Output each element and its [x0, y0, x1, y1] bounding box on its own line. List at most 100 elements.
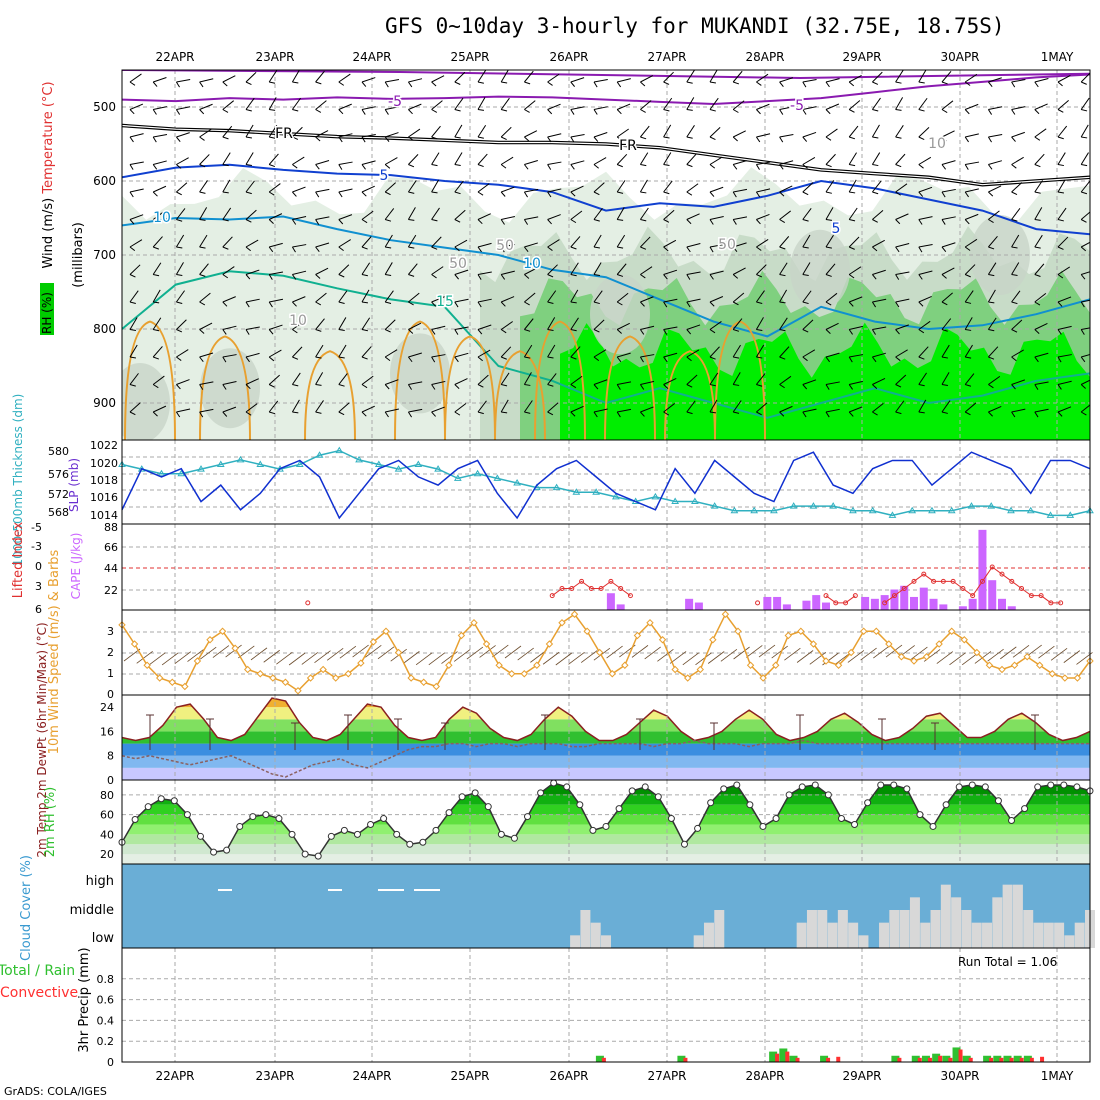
data-point [734, 627, 742, 635]
data-point [641, 783, 649, 791]
wind-barb [176, 157, 189, 165]
wind-barb [987, 317, 997, 330]
wind-barb [895, 125, 904, 138]
wind-barb-flag [802, 301, 809, 305]
low-cloud-bar [879, 922, 890, 948]
wind-barb [222, 179, 231, 193]
wind-barb-flag [361, 329, 368, 332]
wind-barb-flag [1057, 191, 1065, 194]
wind-barb [779, 77, 794, 83]
wind-barb [431, 207, 440, 220]
wind-barb [523, 372, 532, 385]
wind-barb [500, 321, 513, 330]
wind-barb-flag [825, 136, 832, 141]
wind-barb [477, 213, 491, 220]
y-tick-label-left: 3 [35, 580, 42, 593]
data-point [295, 460, 304, 467]
data-point [445, 809, 453, 817]
wind-barb [547, 290, 557, 303]
data-point [928, 506, 936, 514]
wind-barb-flag [454, 384, 460, 390]
rh-band [122, 834, 1090, 845]
wind-barb [872, 352, 887, 358]
data-point [707, 799, 715, 807]
wind-barb [779, 346, 790, 358]
wind-barb [779, 236, 790, 248]
wind-barb [617, 408, 632, 413]
wind-barb-flag [454, 136, 461, 139]
low-cloud-bar [703, 922, 714, 948]
wind-barb-flag [617, 191, 624, 194]
wind-barb-flag [779, 81, 784, 87]
wind-barb [720, 648, 738, 662]
wind-barb [477, 374, 489, 385]
wind-barb-flag [872, 274, 877, 280]
data-point [759, 674, 767, 682]
wind-barb-flag [570, 136, 575, 143]
wind-barb-flag [199, 81, 204, 88]
wind-barb [477, 324, 492, 330]
wind-barb-flag [199, 411, 204, 418]
data-point [611, 492, 620, 500]
wind-barb [709, 244, 724, 248]
wind-barb [199, 234, 208, 248]
data-point [691, 497, 699, 504]
temperature-body [122, 697, 1090, 780]
wind-barb [593, 408, 608, 413]
wind-barb-flag [385, 301, 392, 305]
wind-barb-flag [709, 384, 716, 387]
data-point [809, 640, 818, 648]
data-point [394, 648, 403, 657]
wind-barb-flag [1034, 411, 1039, 418]
wind-barb [501, 270, 515, 275]
wind-barb [918, 244, 933, 248]
wind-barb-flag [500, 301, 506, 307]
wind-barb [779, 375, 792, 385]
wind-barb [1081, 271, 1090, 275]
wind-barb [756, 73, 769, 83]
wind-barb-flag [1080, 384, 1086, 389]
wind-barb [802, 131, 817, 138]
wind-barb [570, 133, 585, 138]
wind-barb-flag [361, 219, 368, 224]
wind-barb-flag [988, 301, 995, 304]
wind-barb-flag [245, 274, 251, 280]
wind-barb [547, 373, 557, 385]
data-point [671, 665, 679, 674]
data-point [955, 783, 963, 791]
wind-barb [1034, 128, 1047, 138]
wind-barb-flag [802, 81, 807, 88]
cape-bar [685, 598, 694, 610]
wind-barb-flag [384, 109, 389, 115]
wind-barb [176, 132, 190, 138]
wind-barb-flag [269, 164, 276, 168]
wind-barb-flag [407, 384, 412, 390]
data-point [170, 797, 178, 805]
wind-barb-flag [895, 81, 902, 84]
wind-barb-flag [1034, 246, 1041, 249]
isotherm-line [122, 215, 1090, 338]
data-point [131, 816, 139, 824]
wind-barb [570, 160, 585, 165]
wind-barb [222, 296, 236, 303]
wind-barb-flag [431, 301, 437, 307]
wind-barb [1011, 79, 1026, 83]
y-tick-label: low [92, 931, 115, 946]
wind-barb-flag [315, 109, 322, 113]
wind-barb [756, 133, 771, 138]
wind-barb [779, 262, 788, 275]
data-point [470, 619, 478, 627]
wind-barb [848, 266, 862, 275]
wind-barb-flag [1057, 136, 1064, 140]
wind-barb [222, 325, 237, 330]
precip-conv-bar [927, 1057, 932, 1062]
wind-barb-flag [616, 356, 622, 363]
li-point [569, 586, 575, 591]
wind-barb [895, 70, 904, 83]
wind-barb [361, 236, 372, 248]
wind-barb [1034, 293, 1047, 303]
wind-barb [524, 216, 539, 220]
wind-barb-flag [1057, 164, 1064, 167]
wind-barb-flag [686, 219, 692, 225]
